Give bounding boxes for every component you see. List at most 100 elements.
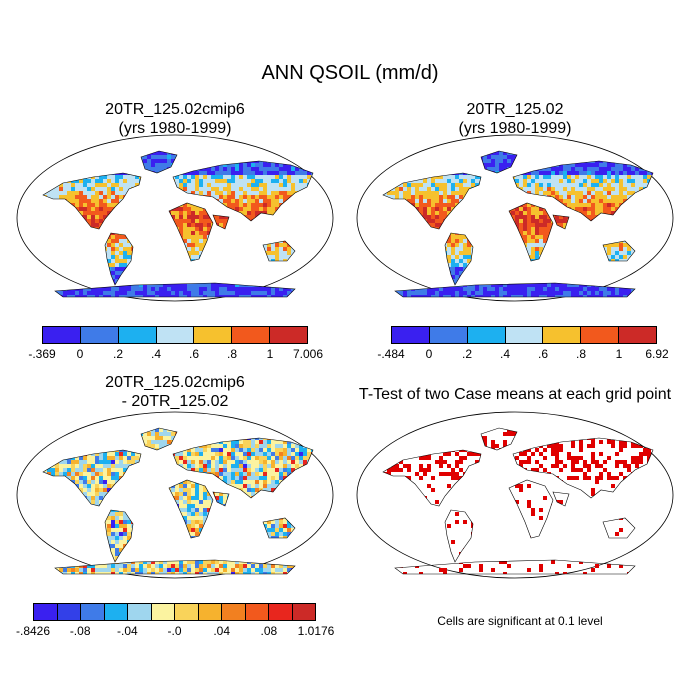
map-grid-cell: [51, 195, 55, 199]
map-grid-cell: [295, 167, 299, 171]
map-grid-cell: [647, 175, 651, 179]
map-grid-cell: [555, 179, 559, 183]
map-grid-cell: [179, 215, 183, 219]
map-grid-cell: [447, 199, 451, 203]
map-grid-cell: [575, 175, 579, 179]
map-grid-cell: [207, 187, 211, 191]
map-grid-cell: [127, 299, 131, 303]
map-grid-cell: [499, 163, 503, 167]
map-grid-cell: [651, 163, 653, 167]
map-grid-cell: [555, 219, 559, 223]
map-grid-cell: [543, 231, 547, 235]
map-grid-cell: [247, 187, 251, 191]
map-grid-cell: [307, 299, 311, 303]
map-grid-cell: [607, 207, 611, 211]
map-grid-cell: [119, 295, 123, 297]
map-grid-cell: [227, 195, 231, 199]
map-grid-cell: [599, 179, 603, 183]
map-grid-cell: [123, 247, 127, 251]
map-grid-cell: [447, 183, 451, 187]
map-grid-cell: [419, 199, 423, 203]
map-grid-cell: [291, 187, 295, 191]
map-grid-cell: [91, 299, 95, 303]
map-grid-cell: [251, 191, 255, 195]
map-grid-cell: [211, 287, 215, 291]
map-grid-cell: [275, 243, 279, 247]
map-grid-cell: [271, 211, 275, 215]
map-grid-cell: [611, 183, 615, 187]
map-grid-cell: [271, 195, 275, 199]
map-grid-cell: [531, 247, 535, 251]
map-grid-cell: [199, 191, 203, 195]
map-grid-cell: [631, 147, 635, 151]
map-grid-cell: [195, 191, 199, 195]
map-grid-cell: [627, 255, 631, 259]
map-grid-cell: [127, 255, 131, 259]
map-grid-cell: [179, 283, 183, 287]
map-grid-cell: [63, 279, 67, 283]
map-grid-cell: [607, 179, 611, 183]
map-grid-cell: [87, 211, 91, 215]
map-grid-cell: [399, 191, 403, 195]
map-grid-cell: [459, 235, 463, 239]
map-grid-cell: [99, 207, 103, 211]
map-grid-cell: [635, 155, 639, 159]
map-grid-cell: [191, 183, 195, 187]
map-grid-cell: [627, 151, 631, 155]
map-grid-cell: [615, 203, 619, 207]
map-grid-cell: [243, 203, 247, 207]
map-grid-cell: [539, 211, 543, 215]
map-grid-cell: [107, 187, 111, 191]
map-grid-cell: [279, 295, 283, 297]
map-grid-cell: [415, 179, 419, 183]
map-grid-cell: [559, 191, 563, 195]
map-grid-cell: [467, 243, 471, 247]
map-grid-cell: [191, 231, 195, 235]
map-grid-cell: [79, 183, 83, 187]
map-grid-cell: [227, 283, 231, 287]
map-grid-cell: [607, 251, 611, 255]
map-grid-cell: [79, 191, 83, 195]
map-grid-cell: [491, 167, 495, 171]
map-grid-cell: [251, 195, 255, 199]
map-grid-cell: [119, 263, 123, 267]
map-grid-cell: [655, 259, 659, 263]
map-grid-cell: [79, 179, 83, 183]
map-grid-cell: [107, 179, 111, 183]
map-grid-cell: [47, 155, 51, 159]
map-grid-cell: [159, 167, 163, 171]
map-grid-cell: [199, 243, 203, 247]
map-grid-cell: [443, 191, 447, 195]
map-grid-cell: [223, 171, 227, 175]
map-grid-cell: [619, 243, 623, 247]
map-grid-cell: [515, 223, 519, 227]
map-grid-cell: [127, 259, 131, 263]
map-grid-cell: [235, 287, 239, 291]
map-grid-cell: [215, 219, 219, 223]
map-grid-cell: [243, 167, 247, 171]
map-grid-cell: [307, 155, 311, 159]
map-grid-cell: [191, 287, 195, 291]
map-grid-cell: [639, 147, 643, 151]
map-grid-cell: [315, 275, 319, 279]
map-grid-cell: [191, 219, 195, 223]
map-grid-cell: [195, 223, 199, 227]
map-grid-cell: [383, 267, 387, 271]
map-grid-cell: [111, 263, 115, 267]
map-grid-cell: [547, 171, 551, 175]
map-grid-cell: [603, 211, 607, 215]
map-grid-cell: [95, 191, 99, 195]
map-grid-cell: [463, 183, 467, 187]
map-grid-cell: [607, 191, 611, 195]
map-grid-cell: [651, 171, 653, 175]
map-grid-cell: [275, 147, 279, 151]
map-grid-cell: [447, 195, 451, 199]
map-grid-cell: [83, 191, 87, 195]
map-grid-cell: [571, 187, 575, 191]
map-grid-cell: [143, 295, 147, 297]
map-grid-cell: [291, 295, 295, 297]
map-grid-cell: [291, 283, 295, 287]
map-grid-cell: [99, 203, 103, 207]
map-grid-cell: [547, 175, 551, 179]
map-grid-cell: [591, 167, 595, 171]
